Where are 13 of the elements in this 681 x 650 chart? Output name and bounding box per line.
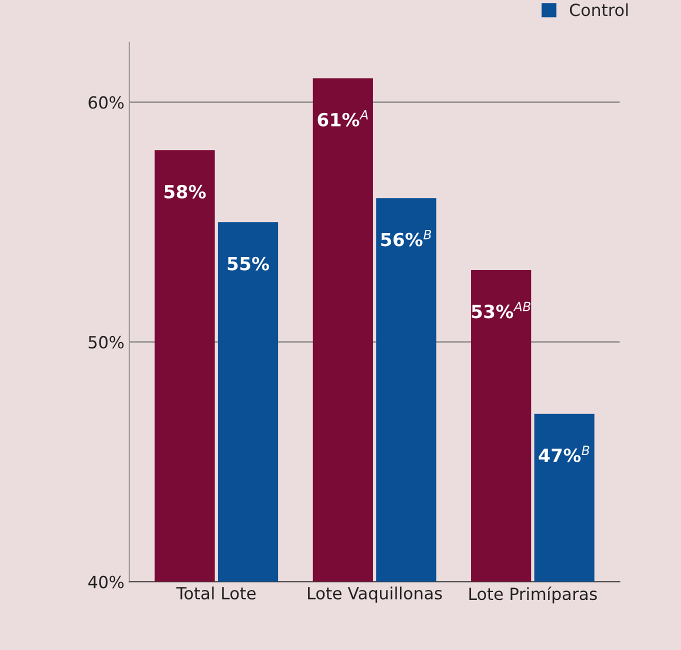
data-label: 53%$^{AB}$ xyxy=(472,302,530,318)
x-tick-label: Lote Vaquillonas xyxy=(308,586,442,603)
data-label: 55% xyxy=(228,256,270,270)
y-tick-label: 60% xyxy=(88,96,124,109)
x-tick-label: Lote Primíparas xyxy=(469,586,597,604)
legend-label: Control xyxy=(570,3,628,16)
x-tick-label: Total Lote xyxy=(176,586,256,600)
y-tick-label: 40% xyxy=(88,576,124,588)
y-tick-label: 50% xyxy=(88,336,124,349)
data-label: 56%$^{B}$ xyxy=(381,230,432,246)
data-label: 58% xyxy=(164,184,206,199)
data-label: 47%$^{B}$ xyxy=(538,446,590,462)
data-label: 61%$^{A}$ xyxy=(318,110,368,126)
